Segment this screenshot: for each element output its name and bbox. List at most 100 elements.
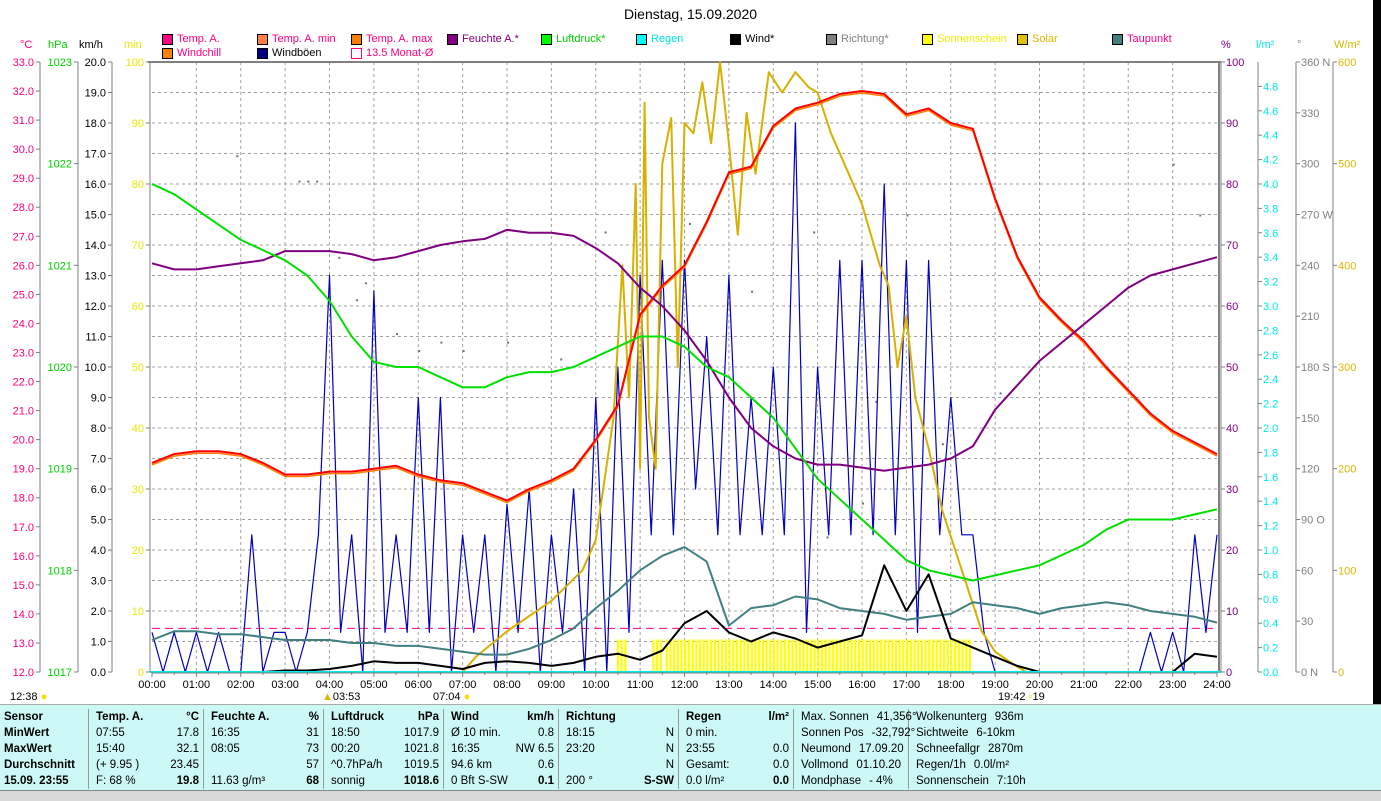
stats-value: 7:10h	[996, 775, 1026, 787]
legend-label: 13.5 Monat-Ø	[366, 47, 434, 59]
stats-label: 16:35	[451, 743, 480, 755]
sunshine-tick-label: 100	[126, 57, 144, 69]
stats-label: sonnig	[331, 775, 365, 787]
direction-tick-label: 0 N	[1301, 667, 1318, 679]
wind-tick-label: 16.0	[85, 179, 106, 191]
sunset-marker: 19:42 ▫19	[998, 692, 1045, 703]
direction-tick-label: 30	[1301, 616, 1313, 628]
legend-swatch-icon	[257, 47, 268, 59]
unit-solar: W/m²	[1334, 39, 1361, 51]
x-tick-label: 01:00	[183, 679, 211, 691]
sunshine-tick-label: 90	[132, 118, 144, 130]
x-tick-label: 10:00	[582, 679, 610, 691]
stats-row: MaxWert	[0, 741, 88, 757]
legend-label: Temp. A. min	[272, 33, 336, 45]
sunset-extra: 19	[1032, 691, 1045, 703]
stats-value: 0.0	[773, 743, 789, 755]
sunshine-tick-label: 0	[138, 667, 144, 679]
stats-row: MinWert	[0, 725, 88, 741]
stats-label: 18:50	[331, 727, 360, 739]
pressure-tick-label: 1023	[48, 57, 72, 69]
legend-item: Temp. A. max	[351, 33, 433, 45]
stats-value: 01.10.20	[856, 759, 902, 771]
stats-row: 07:55 17.8	[90, 725, 203, 741]
stats-row: 16:35 NW 6.5	[445, 741, 558, 757]
direction-tick-label: 360 N	[1301, 57, 1330, 69]
x-tick-label: 09:00	[538, 679, 566, 691]
stats-row: 11.63 g/m³ 68	[205, 773, 323, 789]
direction-tick-label: 90 O	[1301, 515, 1325, 527]
stats-label: Wolkenunterg	[916, 711, 987, 723]
wind-tick-label: 4.0	[91, 545, 106, 557]
solar-tick-label: 0	[1338, 667, 1344, 679]
legend-label: Taupunkt	[1127, 33, 1172, 45]
status-bar	[0, 790, 1381, 801]
direction-point	[813, 231, 816, 234]
stats-column: Wind km/h Ø 10 min. 0.8 16:35 NW 6.5 94.6 km 0.…	[445, 709, 559, 789]
stats-label: (+ 9.95 )	[96, 759, 140, 771]
x-tick-label: 17:00	[893, 679, 921, 691]
stats-value: 57	[306, 759, 319, 771]
x-tick-label: 12:00	[671, 679, 699, 691]
stats-row: 0 min.	[680, 725, 793, 741]
direction-tick-label: 330	[1301, 108, 1319, 120]
legend-label: Windchill	[177, 47, 222, 59]
legend-swatch-icon	[351, 33, 362, 45]
legend-swatch-icon	[162, 33, 173, 45]
sunshine-tick-label: 50	[132, 362, 144, 374]
rain-tick-label: 1.4	[1263, 496, 1278, 508]
stats-label: 00:20	[331, 743, 360, 755]
stats-value: hPa	[417, 711, 439, 723]
humidity-tick-label: 20	[1226, 545, 1238, 557]
temp-tick-label: 19.0	[13, 464, 34, 476]
rain-tick-label: 1.6	[1263, 472, 1278, 484]
stats-value: 1019.5	[403, 759, 439, 771]
gust-line	[151, 122, 1218, 673]
wind-tick-label: 6.0	[91, 484, 106, 496]
direction-point	[941, 443, 944, 446]
temp-tick-label: 27.0	[13, 231, 34, 243]
unit-percent: %	[1221, 39, 1231, 51]
stats-column: Max. Sonnen 41,356° Sonnen Pos -32,792° Neum…	[795, 709, 917, 789]
wind-tick-label: 8.0	[91, 423, 106, 435]
sunrise-marker: 07:04 ●	[433, 692, 470, 703]
sunshine-tick-label: 70	[132, 240, 144, 252]
temp-tick-label: 17.0	[13, 522, 34, 534]
temp-tick-label: 25.0	[13, 289, 34, 301]
stats-label: Richtung	[566, 711, 616, 723]
stats-value: 19.8	[176, 775, 199, 787]
sunshine-tick-label: 20	[132, 545, 144, 557]
legend-item: Windböen	[257, 47, 322, 59]
direction-point	[688, 222, 691, 225]
rain-tick-label: 2.6	[1263, 350, 1278, 362]
moon-icon: ●	[40, 691, 48, 703]
stats-row: 15.09. 23:55	[0, 773, 88, 789]
rain-tick-label: 3.4	[1263, 252, 1278, 264]
humidity-tick-label: 90	[1226, 118, 1238, 130]
stats-value: N	[665, 727, 674, 739]
stats-value: 1021.8	[403, 743, 439, 755]
stats-value: °C	[186, 711, 199, 723]
moon-marker-left: 12:38 ●	[10, 692, 47, 703]
wind-tick-label: 19.0	[85, 88, 106, 100]
sunrise-time: 07:04	[433, 691, 461, 703]
wind-tick-label: 0.0	[91, 667, 106, 679]
rain-tick-label: 4.4	[1263, 130, 1278, 142]
direction-tick-label: 180 S	[1301, 362, 1330, 374]
temp-tick-label: 23.0	[13, 347, 34, 359]
rain-tick-label: 2.0	[1263, 423, 1278, 435]
stats-value: NW 6.5	[515, 743, 554, 755]
wind-tick-label: 14.0	[85, 240, 106, 252]
stats-value: 68	[306, 775, 319, 787]
unit-rain: l/m²	[1256, 39, 1275, 51]
direction-point	[396, 333, 399, 336]
stats-label: 200 °	[566, 775, 593, 787]
direction-point	[365, 282, 367, 285]
stats-row: 16:35 31	[205, 725, 323, 741]
rain-tick-label: 2.8	[1263, 325, 1278, 337]
stats-row: Regen l/m²	[680, 709, 793, 725]
x-tick-label: 07:00	[449, 679, 477, 691]
stats-row: 57	[205, 757, 323, 773]
legend-swatch-icon	[162, 47, 173, 59]
stats-row: 23:20 N	[560, 741, 678, 757]
